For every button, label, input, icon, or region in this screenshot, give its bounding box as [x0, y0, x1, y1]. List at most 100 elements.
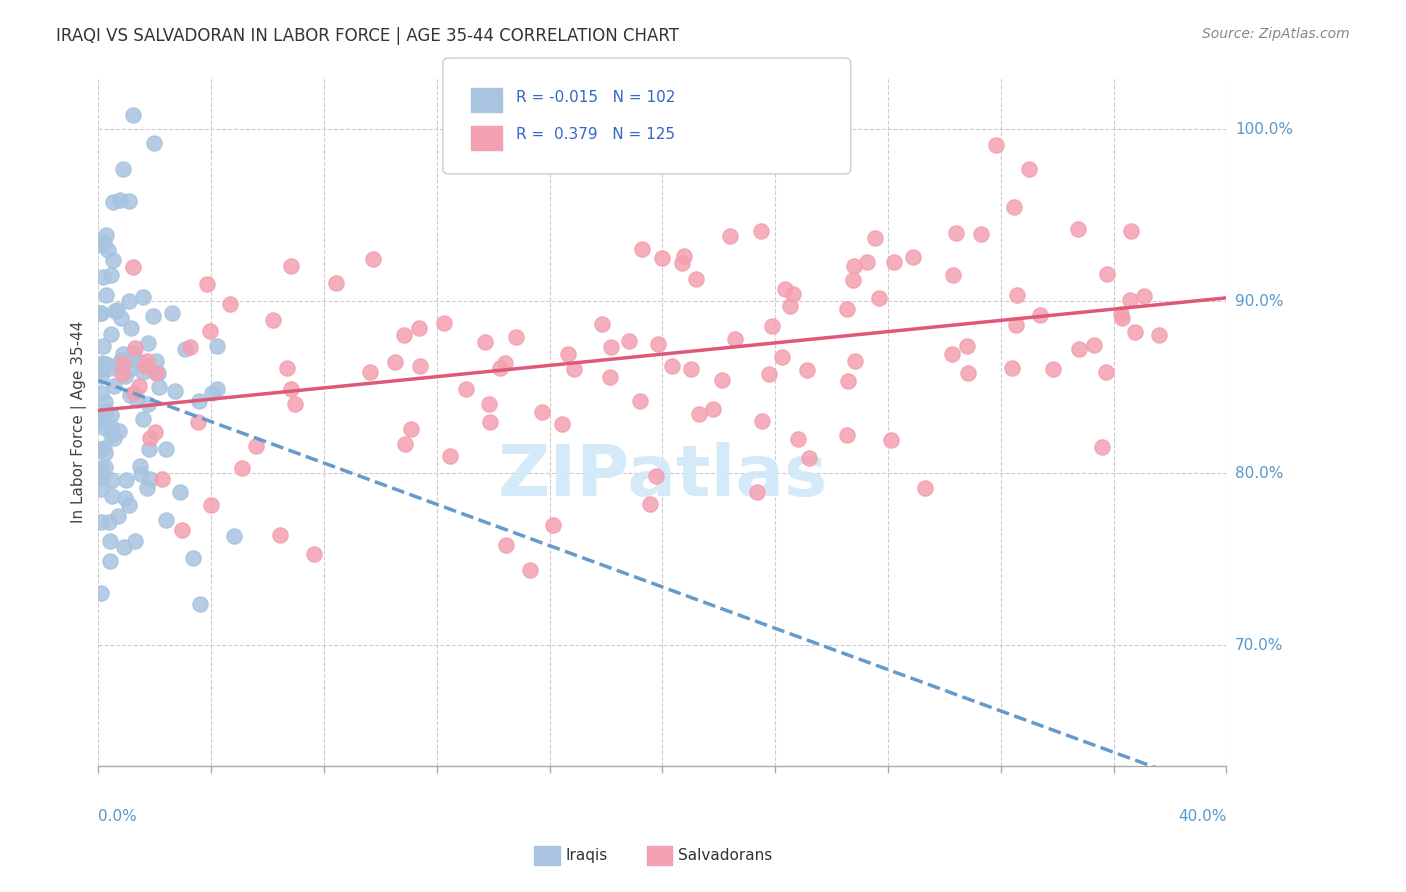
Salvadorans [112, 356, 135, 370]
Iraqis [98, 554, 121, 568]
Iraqis [118, 194, 141, 208]
Iraqis [93, 360, 115, 375]
Salvadorans [495, 538, 517, 552]
Iraqis [98, 533, 121, 548]
Salvadorans [245, 439, 267, 453]
Iraqis [118, 499, 141, 513]
Salvadorans [269, 528, 291, 542]
Salvadorans [842, 259, 865, 273]
Salvadorans [1123, 325, 1146, 339]
Salvadorans [145, 366, 167, 380]
Iraqis [100, 473, 122, 487]
Iraqis [91, 339, 114, 353]
Iraqis [90, 369, 112, 384]
Salvadorans [1005, 318, 1028, 332]
Salvadorans [868, 291, 890, 305]
Salvadorans [984, 138, 1007, 153]
Salvadorans [1028, 308, 1050, 322]
Salvadorans [557, 347, 579, 361]
Salvadorans [505, 330, 527, 344]
Iraqis [90, 356, 112, 370]
Iraqis [90, 442, 112, 457]
Iraqis [93, 395, 115, 409]
Text: 80.0%: 80.0% [1234, 466, 1284, 481]
Iraqis [100, 408, 122, 422]
Iraqis [142, 309, 165, 323]
Iraqis [155, 442, 177, 456]
Iraqis [138, 335, 160, 350]
Iraqis [124, 533, 146, 548]
Salvadorans [835, 428, 858, 442]
Iraqis [103, 378, 125, 392]
Iraqis [112, 162, 135, 177]
Iraqis [100, 268, 122, 283]
Iraqis [131, 365, 153, 379]
Salvadorans [551, 417, 574, 432]
Iraqis [127, 392, 149, 407]
Iraqis [108, 424, 131, 438]
Salvadorans [773, 281, 796, 295]
Salvadorans [970, 227, 993, 241]
Salvadorans [474, 334, 496, 349]
Iraqis [181, 551, 204, 566]
Salvadorans [749, 224, 772, 238]
Salvadorans [198, 324, 221, 338]
Iraqis [91, 269, 114, 284]
Salvadorans [782, 287, 804, 301]
Iraqis [128, 459, 150, 474]
Iraqis [188, 597, 211, 611]
Salvadorans [262, 312, 284, 326]
Text: 70.0%: 70.0% [1234, 638, 1284, 653]
Iraqis [143, 136, 166, 150]
Salvadorans [179, 340, 201, 354]
Iraqis [114, 369, 136, 384]
Salvadorans [837, 374, 859, 388]
Salvadorans [628, 394, 651, 409]
Salvadorans [619, 334, 641, 349]
Iraqis [135, 481, 157, 495]
Iraqis [120, 388, 142, 402]
Salvadorans [394, 436, 416, 450]
Iraqis [98, 515, 121, 529]
Salvadorans [956, 339, 979, 353]
Salvadorans [1091, 440, 1114, 454]
Iraqis [103, 195, 125, 210]
Salvadorans [945, 227, 967, 241]
Iraqis [132, 412, 155, 426]
Iraqis [110, 310, 132, 325]
Salvadorans [135, 354, 157, 368]
Iraqis [93, 412, 115, 426]
Salvadorans [489, 360, 512, 375]
Salvadorans [519, 563, 541, 577]
Iraqis [145, 354, 167, 368]
Salvadorans [361, 252, 384, 267]
Salvadorans [863, 230, 886, 244]
Iraqis [90, 585, 112, 599]
Iraqis [114, 491, 136, 505]
Salvadorans [124, 341, 146, 355]
Salvadorans [111, 367, 134, 381]
Salvadorans [409, 359, 432, 373]
Salvadorans [219, 296, 242, 310]
Iraqis [169, 484, 191, 499]
Salvadorans [1149, 328, 1171, 343]
Y-axis label: In Labor Force | Age 35-44: In Labor Force | Age 35-44 [72, 320, 87, 523]
Salvadorans [280, 260, 302, 274]
Iraqis [94, 227, 117, 242]
Iraqis [93, 441, 115, 455]
Salvadorans [1001, 361, 1024, 376]
Salvadorans [456, 382, 478, 396]
Salvadorans [494, 356, 516, 370]
Salvadorans [770, 350, 793, 364]
Salvadorans [914, 481, 936, 495]
Iraqis [112, 359, 135, 374]
Salvadorans [541, 518, 564, 533]
Iraqis [96, 287, 118, 301]
Iraqis [104, 304, 127, 318]
Text: 0.0%: 0.0% [98, 808, 138, 823]
Iraqis [90, 515, 112, 529]
Salvadorans [880, 433, 903, 447]
Iraqis [160, 306, 183, 320]
Salvadorans [195, 277, 218, 291]
Iraqis [138, 442, 160, 456]
